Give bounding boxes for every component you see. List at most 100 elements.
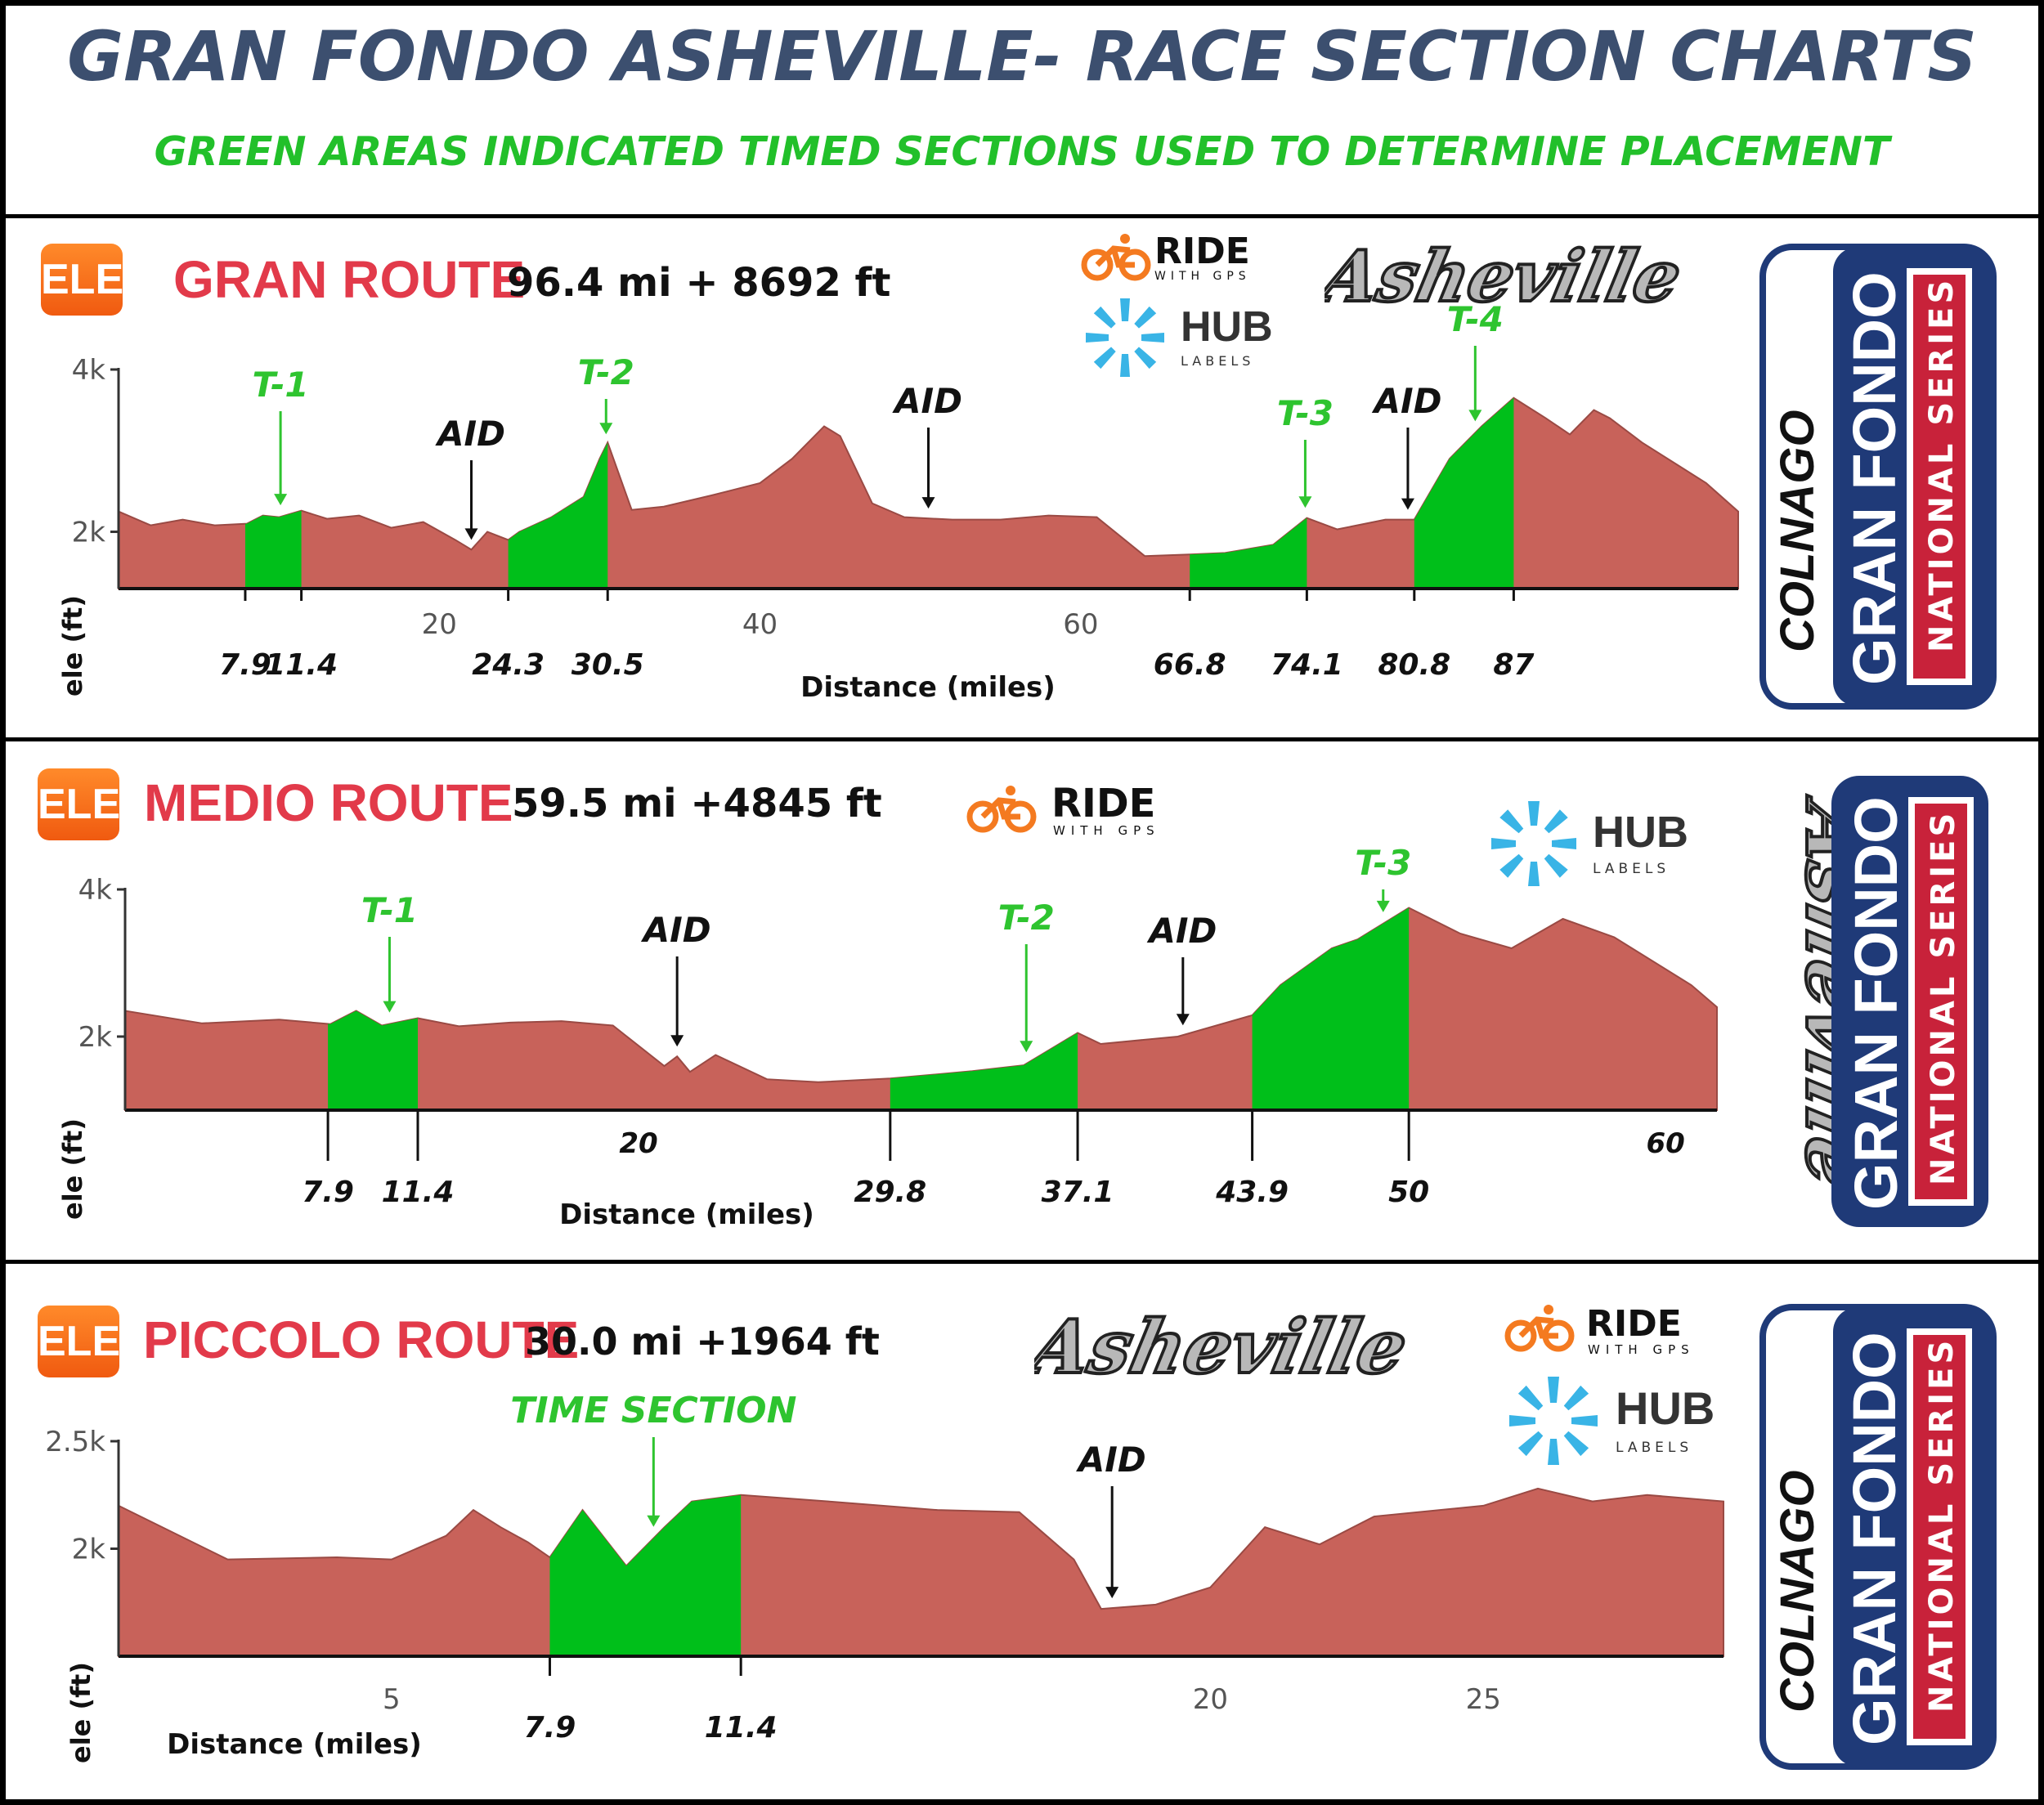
labels-word: LABELS <box>1616 1440 1692 1456</box>
y-axis-title: ele (ft) <box>65 1662 96 1763</box>
hub-labels-logo: HUB LABELS <box>1509 1377 1715 1465</box>
annotation-arrow-head <box>921 497 935 509</box>
timed-section-annotation: T-2 <box>998 898 1055 938</box>
aid-annotation: AID <box>1146 911 1217 951</box>
elevation-profile-area <box>118 1487 1724 1657</box>
section-boundary-label: 11.4 <box>705 1711 778 1745</box>
annotation-arrow-head <box>1298 496 1312 508</box>
x-tick-label: 20 <box>422 608 457 641</box>
ride-with-gps-logo: RIDE WITH GPS <box>1081 231 1251 283</box>
x-axis-title: Distance (miles) <box>800 671 1056 704</box>
aid-annotation: AID <box>641 910 711 950</box>
asheville-word: Asheville <box>1034 1305 1414 1391</box>
panel-divider <box>0 737 2044 741</box>
timed-section-annotation: T-3 <box>1277 393 1334 433</box>
gran-fondo-word: GRAN FONDO <box>1840 1332 1908 1745</box>
section-boundary-label: 66.8 <box>1154 648 1226 682</box>
timed-section-annotation: T-1 <box>253 365 309 405</box>
x-tick-label: 20 <box>1193 1683 1228 1716</box>
route-name: PICCOLO ROUTE <box>143 1310 580 1369</box>
section-boundary-label: 74.1 <box>1271 648 1343 682</box>
hub-icon <box>1491 801 1576 886</box>
annotation-arrow-head <box>1468 410 1482 422</box>
annotation-arrow-head <box>1020 1041 1033 1053</box>
gran-fondo-word: GRAN FONDO <box>1842 796 1910 1210</box>
panel-divider <box>0 1260 2044 1264</box>
ride-with-gps-logo: RIDE WITH GPS <box>966 781 1160 838</box>
aid-annotation: AID <box>892 381 962 421</box>
annotation-arrow-head <box>1176 1014 1190 1026</box>
section-boundary-label: 11.4 <box>382 1176 455 1209</box>
route-name: MEDIO ROUTE <box>144 773 513 832</box>
annotation-arrow-head <box>383 1001 397 1013</box>
x-tick-label: 20 <box>619 1127 657 1160</box>
gran-fondo-national-series-logo: COLNAGO GRAN FONDO NATIONAL SERIES <box>1759 1304 1997 1770</box>
x-tick-label: 25 <box>1466 1683 1501 1716</box>
timed-section-annotation: TIME SECTION <box>510 1390 796 1431</box>
section-boundary-label: 80.8 <box>1378 648 1450 682</box>
section-boundary-label: 29.8 <box>854 1176 926 1209</box>
cyclist-icon <box>966 786 1037 833</box>
annotation-arrow-head <box>464 528 478 540</box>
section-boundary-label: 87 <box>1493 648 1534 682</box>
asheville-word: Asheville <box>1789 791 1831 1196</box>
annotation-arrow-head <box>599 423 613 435</box>
annotation-arrow-head <box>647 1515 661 1527</box>
hub-labels-logo: HUB LABELS <box>1086 298 1273 377</box>
x-tick-label: 5 <box>383 1683 401 1716</box>
annotation-arrow-head <box>1105 1587 1119 1599</box>
ele-badge: ELE <box>38 768 120 840</box>
timed-section-area <box>1190 517 1307 589</box>
timed-section-area <box>508 442 608 589</box>
cyclist-icon <box>1081 234 1151 281</box>
timed-section-area <box>549 1494 742 1656</box>
y-axis-title: ele (ft) <box>57 1118 88 1220</box>
annotation-arrow-head <box>670 1035 684 1047</box>
colnago-word: COLNAGO <box>1771 410 1824 652</box>
y-tick-label: 2.5k <box>45 1426 105 1458</box>
header-divider <box>0 214 2044 218</box>
timed-section-area <box>890 1032 1078 1110</box>
timed-section-annotation: T-4 <box>1447 299 1504 339</box>
timed-section-annotation: T-3 <box>1355 843 1411 883</box>
gran-fondo-word: GRAN FONDO <box>1840 271 1908 685</box>
y-tick-label: 4k <box>72 354 106 387</box>
y-axis-title: ele (ft) <box>57 595 88 696</box>
annotation-arrow-head <box>1401 498 1414 510</box>
gran-fondo-national-series-logo: GRAN FONDO NATIONAL SERIES <box>1831 776 1988 1227</box>
colnago-word: COLNAGO <box>1771 1471 1824 1713</box>
y-tick-label: 2k <box>72 1534 106 1566</box>
with-gps-word: WITH GPS <box>1154 270 1251 283</box>
gran-fondo-national-series-logo: COLNAGO GRAN FONDO NATIONAL SERIES <box>1759 244 1997 710</box>
labels-word: LABELS <box>1181 353 1254 369</box>
with-gps-word: WITH GPS <box>1053 823 1160 838</box>
ride-word: RIDE <box>1586 1303 1682 1345</box>
hub-word: HUB <box>1616 1382 1715 1434</box>
page-subtitle: GREEN AREAS INDICATED TIMED SECTIONS USE… <box>154 128 1890 175</box>
ride-word: RIDE <box>1154 231 1250 272</box>
timed-section-area <box>1252 907 1410 1110</box>
y-tick-label: 2k <box>72 517 106 549</box>
timed-section-area <box>1414 397 1514 589</box>
section-boundary-label: 11.4 <box>265 648 338 682</box>
asheville-script-logo: Asheville <box>1034 1304 1416 1392</box>
aid-annotation: AID <box>1076 1440 1146 1480</box>
national-series-word: NATIONAL SERIES <box>1923 1337 1961 1713</box>
national-series-word: NATIONAL SERIES <box>1923 277 1961 652</box>
section-boundary-label: 7.9 <box>219 648 271 682</box>
y-tick-label: 4k <box>78 874 113 907</box>
ride-with-gps-logo: RIDE WITH GPS <box>1504 1303 1689 1357</box>
section-boundary-label: 43.9 <box>1215 1176 1289 1209</box>
timed-section-annotation: T-2 <box>578 352 634 392</box>
section-boundary-label: 24.3 <box>472 648 545 682</box>
section-boundary-label: 7.9 <box>302 1176 354 1209</box>
route-stats: 59.5 mi +4845 ft <box>512 781 882 826</box>
page-title: GRAN FONDO ASHEVILLE- RACE SECTION CHART… <box>67 16 1977 96</box>
x-axis-title: Distance (miles) <box>167 1728 422 1761</box>
timed-section-annotation: T-1 <box>361 890 418 930</box>
section-boundary-label: 50 <box>1388 1176 1429 1209</box>
cyclist-icon <box>1504 1305 1575 1352</box>
